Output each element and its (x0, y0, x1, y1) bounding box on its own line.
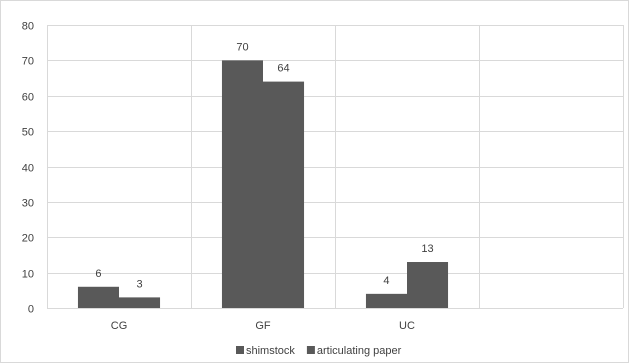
plot-area (77, 60, 449, 308)
legend-label: shimstock (246, 345, 295, 357)
bar-articulating-paper (263, 81, 305, 308)
data-label: 64 (277, 63, 289, 75)
legend-swatch (236, 346, 244, 354)
bar-shimstock (221, 60, 263, 308)
x-axis: CG GF UC (111, 320, 415, 332)
gridlines (47, 25, 624, 309)
data-label: 70 (236, 41, 248, 53)
bar-articulating-paper (407, 262, 449, 308)
data-label: 3 (136, 278, 142, 290)
bar-shimstock (365, 293, 407, 308)
y-tick-label: 70 (22, 56, 34, 68)
y-tick-label: 0 (28, 304, 34, 316)
x-tick-label: CG (111, 320, 128, 332)
legend-label: articulating paper (317, 345, 402, 357)
x-tick-label: GF (255, 320, 271, 332)
y-tick-label: 80 (22, 21, 34, 33)
data-label: 4 (383, 275, 389, 287)
y-tick-label: 20 (22, 233, 34, 245)
data-label: 13 (421, 243, 433, 255)
legend-swatch (306, 346, 315, 354)
data-labels: 6 3 70 64 4 13 (95, 41, 433, 290)
y-axis: 0 10 20 30 40 50 60 70 80 (22, 21, 34, 316)
y-tick-label: 50 (22, 127, 34, 139)
bar-shimstock (77, 286, 119, 308)
data-label: 6 (95, 268, 101, 280)
bar-articulating-paper (119, 297, 161, 308)
x-tick-label: UC (399, 320, 415, 332)
y-tick-label: 40 (22, 163, 34, 175)
y-tick-label: 60 (22, 92, 34, 104)
legend: shimstock articulating paper (236, 345, 402, 357)
y-tick-label: 30 (22, 198, 34, 210)
y-tick-label: 10 (22, 269, 34, 281)
